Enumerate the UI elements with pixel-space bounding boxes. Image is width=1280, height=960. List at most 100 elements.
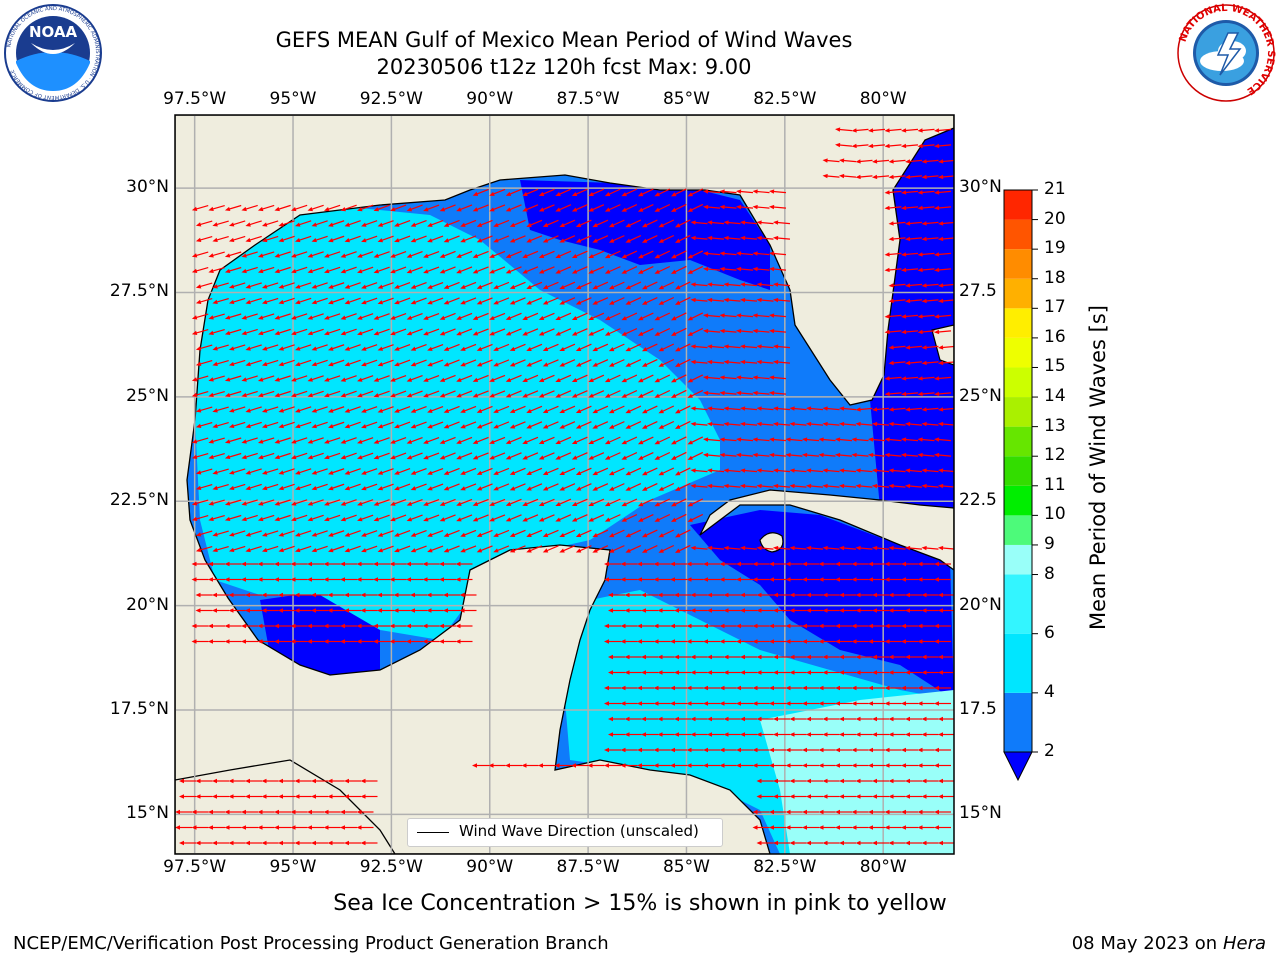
wave-arrow: [297, 344, 312, 350]
wave-arrow: [545, 219, 559, 227]
wave-arrow: [541, 514, 555, 521]
wave-arrow-head: [311, 299, 317, 305]
wave-arrow: [244, 266, 258, 273]
wave-arrow: [693, 361, 708, 364]
wave-arrow: [330, 282, 345, 288]
wave-arrow-head: [938, 483, 944, 489]
wave-arrow-head: [901, 437, 907, 442]
wave-arrow-head: [921, 670, 927, 675]
wave-arrow: [495, 235, 510, 242]
wave-arrow: [425, 204, 440, 211]
wave-arrow: [858, 547, 873, 550]
wave-arrow-head: [443, 362, 450, 367]
wave-arrow: [479, 545, 493, 552]
wave-arrow-head: [290, 825, 296, 830]
wave-arrow-head: [884, 701, 890, 706]
wave-arrow: [738, 206, 754, 209]
wave-arrow-head: [592, 409, 598, 414]
wave-arrow: [227, 328, 242, 335]
wave-arrow-head: [472, 191, 479, 196]
wave-arrow: [858, 423, 873, 426]
wave-arrow-head: [191, 206, 198, 211]
wave-arrow-head: [806, 670, 811, 675]
wave-arrow-head: [476, 284, 483, 289]
wave-arrow-head: [357, 253, 363, 258]
wave-arrow: [425, 328, 440, 335]
wave-arrow: [627, 343, 642, 351]
wave-arrow-head: [505, 253, 512, 258]
wave-arrow: [874, 159, 890, 163]
wave-arrow-head: [604, 269, 611, 274]
wave-arrow: [392, 251, 407, 257]
wave-arrow-head: [769, 390, 775, 396]
wave-arrow-head: [257, 330, 264, 336]
wave-arrow-head: [307, 439, 313, 444]
wave-arrow-head: [191, 315, 198, 320]
wave-arrow-head: [472, 207, 479, 212]
wave-arrow: [347, 344, 361, 350]
wave-arrow-head: [228, 361, 235, 367]
wave-arrow: [722, 454, 737, 457]
wave-arrow: [775, 283, 791, 287]
wave-arrow: [227, 204, 242, 211]
wave-arrow: [574, 452, 588, 459]
wave-arrow-head: [423, 377, 429, 382]
wave-arrow-head: [736, 623, 741, 629]
wave-arrow: [870, 438, 886, 442]
wave-arrow: [887, 268, 902, 271]
wave-arrow-head: [917, 267, 923, 273]
wave-arrow: [656, 513, 671, 522]
wave-arrow-head: [806, 840, 811, 846]
wave-arrow: [705, 376, 721, 380]
colorbar-tick-label: 9: [1044, 533, 1055, 554]
wave-arrow-head: [822, 840, 828, 846]
wave-arrow-head: [839, 654, 844, 660]
wave-arrow: [524, 498, 539, 506]
wave-arrow-head: [637, 378, 644, 383]
wave-arrow-head: [571, 439, 578, 445]
wave-arrow: [792, 547, 807, 550]
wave-arrow: [660, 544, 675, 553]
wave-arrow: [413, 219, 427, 227]
wave-arrow-head: [493, 222, 499, 227]
wave-arrow-head: [625, 471, 631, 476]
wave-arrow-head: [344, 300, 350, 305]
wave-arrow: [755, 454, 770, 457]
wave-arrow: [475, 204, 489, 211]
wave-arrow: [380, 282, 394, 288]
wave-arrow-head: [690, 220, 696, 225]
wave-arrow-head: [323, 825, 329, 830]
wave-arrow-head: [604, 455, 611, 460]
wave-arrow: [574, 188, 588, 196]
wave-arrow: [528, 359, 543, 366]
wave-arrow-head: [311, 532, 317, 537]
wave-arrow-head: [472, 331, 479, 336]
wave-arrow-head: [921, 236, 927, 242]
wave-arrow: [211, 514, 225, 521]
wave-arrow-head: [773, 732, 778, 737]
wave-arrow: [627, 359, 642, 366]
wave-arrow-head: [290, 454, 297, 460]
wave-arrow-head: [571, 315, 578, 321]
wave-arrow-head: [934, 685, 939, 691]
wave-arrow: [903, 206, 919, 209]
wave-arrow-head: [641, 533, 648, 538]
wave-arrow-head: [324, 269, 330, 274]
wave-arrow-head: [456, 501, 462, 506]
wave-arrow: [673, 203, 687, 212]
wave-arrow-head: [344, 608, 349, 613]
wave-arrow: [644, 219, 658, 227]
wave-arrow-head: [377, 284, 384, 289]
wave-arrow-head: [769, 747, 774, 753]
colorbar-segment: [1004, 574, 1032, 634]
wave-arrow-head: [195, 778, 201, 784]
wave-arrow-head: [307, 392, 313, 398]
wave-arrow: [693, 485, 708, 488]
wave-arrow-head: [773, 220, 779, 225]
noaa-logo-text: NOAA: [29, 23, 78, 41]
wave-arrow: [425, 266, 440, 273]
wave-arrow-head: [674, 285, 681, 290]
wave-arrow-head: [752, 328, 758, 334]
wave-arrow-head: [835, 809, 840, 815]
wave-arrow-head: [608, 670, 613, 675]
